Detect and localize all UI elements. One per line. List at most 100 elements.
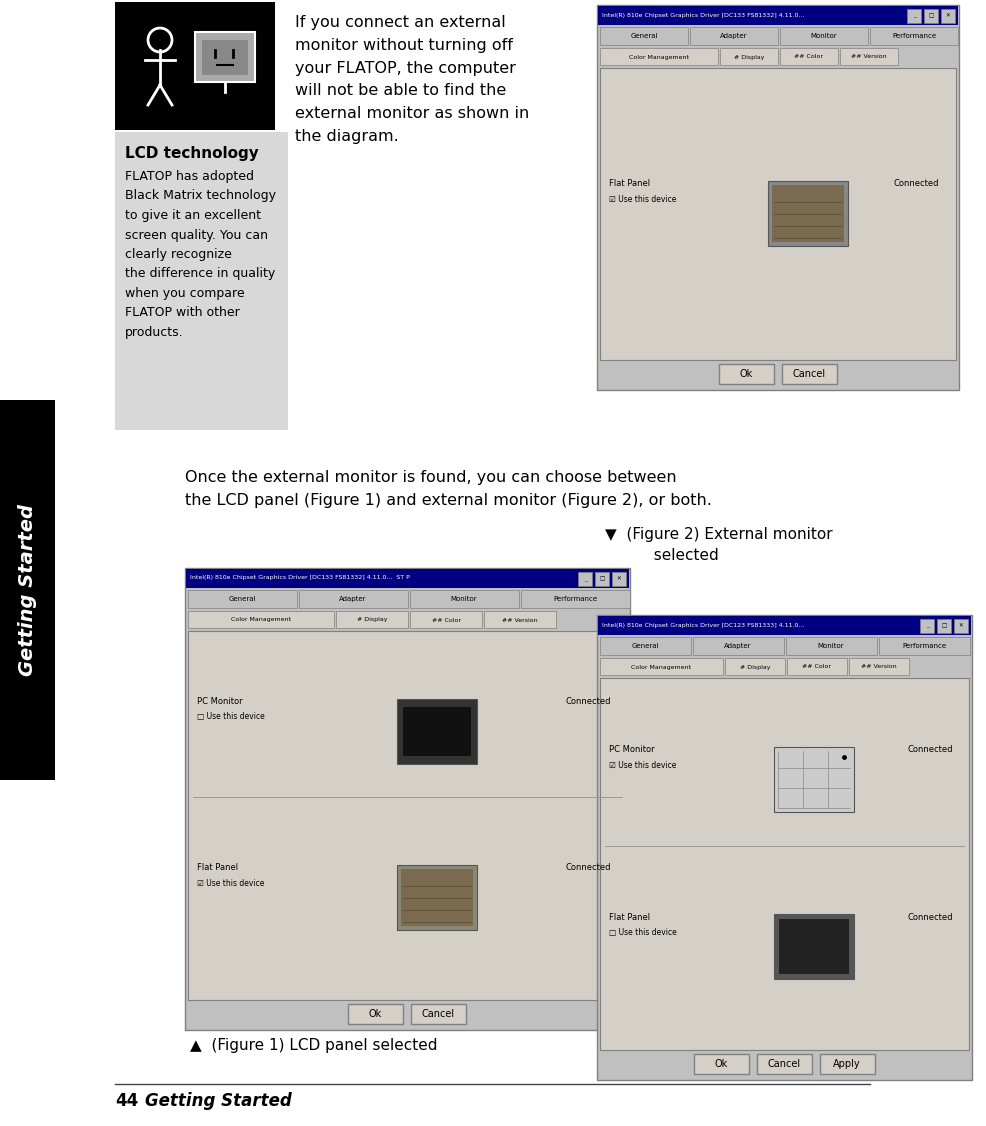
Text: If you connect an external
monitor without turning off
your FLATOP, the computer: If you connect an external monitor witho… (295, 15, 528, 144)
Bar (599, 48, 717, 65)
Bar (936, 619, 951, 633)
Bar (410, 1004, 465, 1024)
Text: □ Use this device: □ Use this device (197, 713, 264, 722)
Bar (718, 364, 773, 384)
Text: Performance: Performance (891, 33, 935, 39)
Bar (869, 27, 957, 45)
Bar (185, 569, 628, 588)
Bar (689, 27, 777, 45)
Text: Monitor: Monitor (810, 33, 836, 39)
Text: Adapter: Adapter (724, 643, 751, 649)
Text: Connected: Connected (893, 179, 939, 188)
Text: Cancel: Cancel (767, 1058, 800, 1069)
Text: Performance: Performance (552, 596, 597, 602)
Text: LCD technology: LCD technology (125, 146, 258, 161)
Bar (0, 400, 55, 780)
Bar (396, 699, 476, 765)
Text: FLATOP has adopted
Black Matrix technology
to give it an excellent
screen qualit: FLATOP has adopted Black Matrix technolo… (125, 170, 276, 339)
Text: Connected: Connected (906, 912, 951, 921)
Bar (599, 658, 723, 674)
Text: PC Monitor: PC Monitor (608, 745, 654, 754)
Text: □: □ (599, 577, 604, 581)
Text: ## Version: ## Version (502, 617, 537, 623)
Text: Connected: Connected (564, 697, 610, 706)
Text: Flat Panel: Flat Panel (197, 864, 238, 873)
Bar (819, 1054, 875, 1074)
Bar (598, 616, 970, 635)
Bar (521, 590, 629, 608)
Bar (779, 27, 867, 45)
Bar (578, 572, 592, 586)
Text: ## Version: ## Version (861, 664, 896, 670)
Bar (773, 747, 853, 812)
Text: # Display: # Display (733, 54, 763, 60)
Bar (187, 611, 333, 628)
Bar (400, 869, 472, 926)
Bar (115, 2, 275, 129)
Text: ## Version: ## Version (850, 54, 885, 60)
Bar (599, 27, 687, 45)
Text: Intel(R) 810e Chipset Graphics Driver [DC133 FS81332] 4.11.0...: Intel(R) 810e Chipset Graphics Driver [D… (601, 12, 804, 18)
Text: General: General (631, 643, 658, 649)
Bar (778, 919, 848, 974)
Text: Connected: Connected (564, 864, 610, 873)
Bar (773, 914, 853, 978)
Text: ## Color: ## Color (431, 617, 460, 623)
Bar (396, 865, 476, 930)
Bar (597, 615, 971, 1080)
Text: Getting Started: Getting Started (145, 1092, 292, 1110)
Text: Adapter: Adapter (339, 596, 367, 602)
Text: Ok: Ok (739, 369, 752, 379)
Bar (483, 611, 555, 628)
Text: Color Management: Color Management (630, 664, 690, 670)
Text: _: _ (912, 14, 914, 18)
Text: Flat Panel: Flat Panel (608, 179, 650, 188)
Text: Color Management: Color Management (231, 617, 291, 623)
Bar (839, 48, 897, 65)
Bar (940, 9, 954, 23)
Text: Connected: Connected (906, 745, 951, 754)
Text: □: □ (941, 624, 946, 628)
Bar (187, 631, 626, 1000)
Bar (781, 364, 836, 384)
Bar (767, 181, 847, 245)
Bar (919, 619, 933, 633)
Text: ✕: ✕ (945, 14, 950, 18)
Bar (348, 1004, 402, 1024)
Text: Intel(R) 810e Chipset Graphics Driver [DC133 FS81332] 4.11.0...  ST P: Intel(R) 810e Chipset Graphics Driver [D… (190, 575, 409, 581)
Text: Apply: Apply (832, 1058, 860, 1069)
Bar (595, 572, 608, 586)
Text: _: _ (583, 577, 586, 581)
Bar (599, 678, 968, 1051)
Bar (115, 132, 288, 430)
Bar (906, 9, 920, 23)
Bar (779, 48, 837, 65)
Text: Once the external monitor is found, you can choose between
the LCD panel (Figure: Once the external monitor is found, you … (184, 470, 711, 508)
Bar (693, 1054, 748, 1074)
Text: 44: 44 (115, 1092, 138, 1110)
Bar (879, 637, 969, 655)
Bar (187, 590, 297, 608)
Text: ✕: ✕ (957, 624, 962, 628)
Text: Cancel: Cancel (792, 369, 824, 379)
Text: ▼  (Figure 2) External monitor
          selected: ▼ (Figure 2) External monitor selected (604, 527, 832, 563)
Bar (195, 32, 254, 82)
Bar (184, 568, 629, 1030)
Bar (756, 1054, 811, 1074)
Bar (598, 6, 957, 25)
Bar (402, 707, 470, 756)
Text: Monitor: Monitor (451, 596, 477, 602)
Bar (299, 590, 407, 608)
Text: □: □ (928, 14, 933, 18)
Bar (771, 185, 843, 242)
Text: Cancel: Cancel (421, 1009, 455, 1019)
Text: ☑ Use this device: ☑ Use this device (608, 760, 675, 769)
Text: Intel(R) 810e Chipset Graphics Driver [DC123 FS81333] 4.11.0...: Intel(R) 810e Chipset Graphics Driver [D… (601, 623, 804, 627)
Bar (599, 637, 690, 655)
Bar (409, 590, 519, 608)
Text: ## Color: ## Color (802, 664, 830, 670)
Text: Getting Started: Getting Started (18, 504, 36, 676)
Text: General: General (630, 33, 657, 39)
Text: # Display: # Display (739, 664, 769, 670)
Text: Adapter: Adapter (720, 33, 747, 39)
